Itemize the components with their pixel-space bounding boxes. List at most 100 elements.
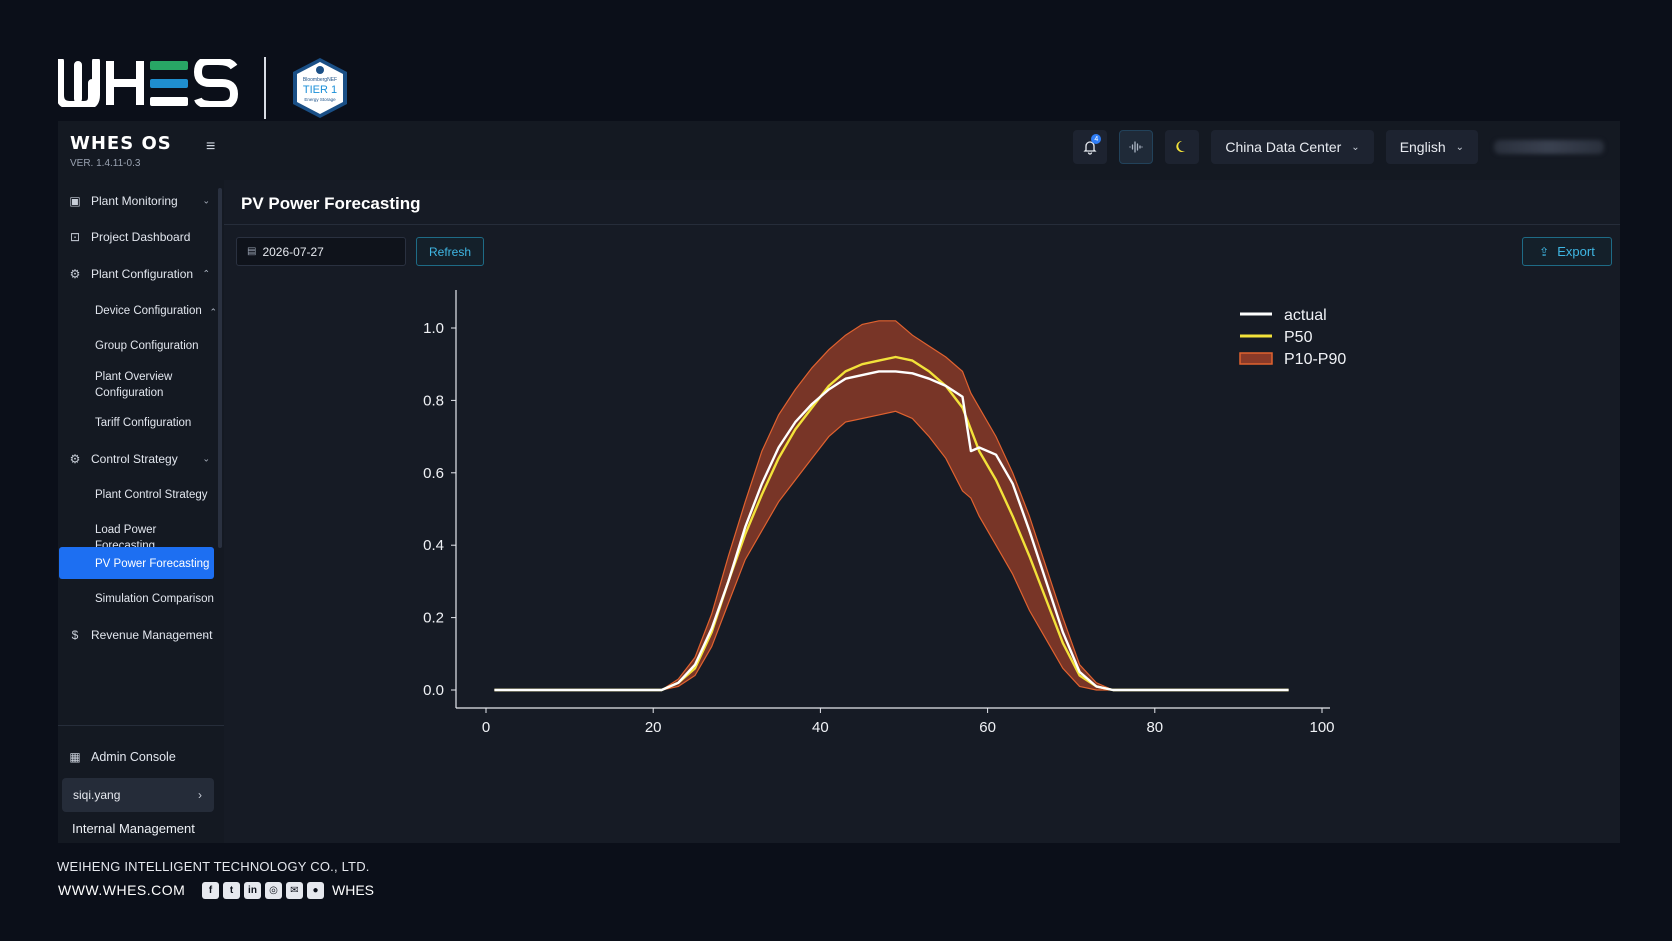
series-line-actual <box>494 370 1289 692</box>
legend-label: actual <box>1284 307 1327 324</box>
top-actions: 4 China Data Center ⌄ English ⌄ <box>1073 129 1604 165</box>
calendar-icon: ▤ <box>247 246 257 257</box>
sidebar-item-label: Plant Monitoring <box>91 194 178 208</box>
sidebar-sub-plant-overview-configuration[interactable]: Plant Overview Configuration <box>95 371 173 399</box>
date-picker[interactable]: ▤ <box>236 237 406 266</box>
whes-logo <box>56 57 239 117</box>
brand-header: BloombergNEF TIER 1 Energy Storage <box>56 56 350 120</box>
brand-divider <box>264 57 266 119</box>
user-menu[interactable]: siqi.yang › <box>62 778 214 812</box>
x-tick-label: 80 <box>1146 719 1163 736</box>
notification-count: 4 <box>1091 134 1102 144</box>
os-title: WHES OS <box>70 133 172 154</box>
footer-company: WEIHENG INTELLIGENT TECHNOLOGY CO., LTD. <box>57 859 370 874</box>
blurred-account-info <box>1494 140 1604 154</box>
sidebar-item-revenue-management[interactable]: $ Revenue Management ⌄ <box>58 626 214 644</box>
page-title: PV Power Forecasting <box>241 194 421 213</box>
sidebar-active-highlight <box>59 547 214 579</box>
x-tick-label: 40 <box>812 719 829 736</box>
title-divider <box>224 224 1620 225</box>
notifications-button[interactable]: 4 <box>1073 130 1108 164</box>
legend-swatch-band <box>1239 352 1273 365</box>
chevron-up-icon: ⌃ <box>202 268 210 279</box>
upload-icon: ⇪ <box>1539 244 1550 259</box>
pv-forecast-chart: 0.0 0.2 0.4 0.6 0.8 1.0 0 20 40 60 80 100 actual P50 P… <box>423 290 1346 736</box>
os-version: VER. 1.4.11-0.3 <box>70 158 141 169</box>
sidebar-item-plant-configuration[interactable]: ⚙ Plant Configuration ⌃ <box>58 265 214 283</box>
y-tick-label: 0.0 <box>423 682 444 699</box>
footer-url[interactable]: WWW.WHES.COM <box>58 882 186 898</box>
menu-toggle-icon[interactable]: ≡ <box>206 138 216 155</box>
sidebar-item-label: Revenue Management <box>91 628 213 642</box>
chevron-down-icon: ⌄ <box>202 195 210 206</box>
whes-logo-mark <box>56 57 239 109</box>
strategy-icon: ⚙ <box>69 452 81 466</box>
sidebar-scrollbar[interactable] <box>218 188 222 548</box>
y-tick-label: 0.2 <box>423 610 444 627</box>
legend-label: P10-P90 <box>1284 351 1346 368</box>
sidebar-sub-group-configuration[interactable]: Group Configuration <box>95 340 199 352</box>
instagram-icon[interactable]: ◎ <box>265 882 282 899</box>
dashboard-icon: ⊡ <box>69 230 81 244</box>
bnef-tier1-badge: BloombergNEF TIER 1 Energy Storage <box>290 56 350 120</box>
line-icon[interactable]: ● <box>307 882 324 899</box>
os-logo[interactable]: WHES OS VER. 1.4.11-0.3 <box>70 133 172 169</box>
language-select[interactable]: English ⌄ <box>1385 130 1478 164</box>
chevron-down-icon: ⌄ <box>1351 141 1360 153</box>
waveform-icon <box>1129 141 1143 153</box>
export-button[interactable]: ⇪ Export <box>1522 237 1612 266</box>
y-tick-label: 0.8 <box>423 392 444 409</box>
chevron-down-icon: ⌄ <box>202 453 210 464</box>
internal-management-link[interactable]: Internal Management <box>72 821 195 836</box>
sidebar-item-label: Control Strategy <box>91 452 178 466</box>
sidebar-sub-plant-control-strategy[interactable]: Plant Control Strategy <box>95 489 208 501</box>
app-window: WHES OS VER. 1.4.11-0.3 ≡ 4 China Data C… <box>58 121 1620 843</box>
sidebar-item-admin-console[interactable]: ▦ Admin Console <box>58 748 214 766</box>
badge-line1: BloombergNEF <box>303 77 337 83</box>
y-tick-label: 0.4 <box>423 537 444 554</box>
sidebar-sub-simulation-comparison[interactable]: Simulation Comparison <box>95 593 214 605</box>
y-tick-label: 0.6 <box>423 465 444 482</box>
sidebar: ▣ Plant Monitoring ⌄ ⊡ Project Dashboard… <box>58 180 224 843</box>
monitor-icon: ▣ <box>69 194 81 208</box>
dollar-icon: $ <box>71 628 79 642</box>
chevron-down-icon: ⌄ <box>202 629 210 640</box>
badge-line3: Energy Storage <box>304 97 336 102</box>
sidebar-item-label: Admin Console <box>91 750 176 764</box>
facebook-icon[interactable]: f <box>202 882 219 899</box>
sidebar-item-label: Project Dashboard <box>91 230 191 244</box>
twitter-icon[interactable]: t <box>223 882 240 899</box>
refresh-button[interactable]: Refresh <box>416 237 484 266</box>
export-label: Export <box>1557 244 1595 259</box>
language-label: English <box>1399 139 1446 155</box>
wechat-icon[interactable]: ✉ <box>286 882 303 899</box>
series-band-p10-p90 <box>494 320 1289 691</box>
linkedin-icon[interactable]: in <box>244 882 261 899</box>
moon-icon <box>1176 140 1186 152</box>
main-content: PV Power Forecasting ▤ Refresh ⇪ Export … <box>224 180 1620 843</box>
sidebar-divider <box>58 725 224 726</box>
sidebar-item-project-dashboard[interactable]: ⊡ Project Dashboard <box>58 228 214 246</box>
legend-label: P50 <box>1284 329 1313 346</box>
x-tick-label: 0 <box>482 719 490 736</box>
data-center-label: China Data Center <box>1225 139 1342 155</box>
chevron-down-icon: ⌄ <box>1455 141 1464 153</box>
date-input[interactable] <box>262 244 393 259</box>
data-center-select[interactable]: China Data Center ⌄ <box>1211 130 1374 164</box>
sidebar-sub-pv-power-forecasting[interactable]: PV Power Forecasting <box>95 558 210 570</box>
theme-toggle-button[interactable] <box>1165 130 1200 164</box>
sidebar-item-label: Plant Configuration <box>91 267 194 281</box>
username: siqi.yang <box>73 788 121 802</box>
sidebar-sub-tariff-configuration[interactable]: Tariff Configuration <box>95 417 192 429</box>
grid-icon: ▦ <box>69 750 81 764</box>
gear-icon: ⚙ <box>69 267 81 281</box>
x-tick-label: 20 <box>645 719 662 736</box>
footer-brand: WHES <box>332 882 374 898</box>
sidebar-item-control-strategy[interactable]: ⚙ Control Strategy ⌄ <box>58 450 214 468</box>
x-tick-label: 100 <box>1309 719 1334 736</box>
sidebar-item-plant-monitoring[interactable]: ▣ Plant Monitoring ⌄ <box>58 192 214 210</box>
sidebar-sub-device-configuration[interactable]: Device Configuration ⌃ <box>95 303 219 319</box>
badge-line2: TIER 1 <box>303 84 337 96</box>
topbar: WHES OS VER. 1.4.11-0.3 ≡ 4 China Data C… <box>58 121 1620 180</box>
audio-button[interactable] <box>1119 130 1154 164</box>
